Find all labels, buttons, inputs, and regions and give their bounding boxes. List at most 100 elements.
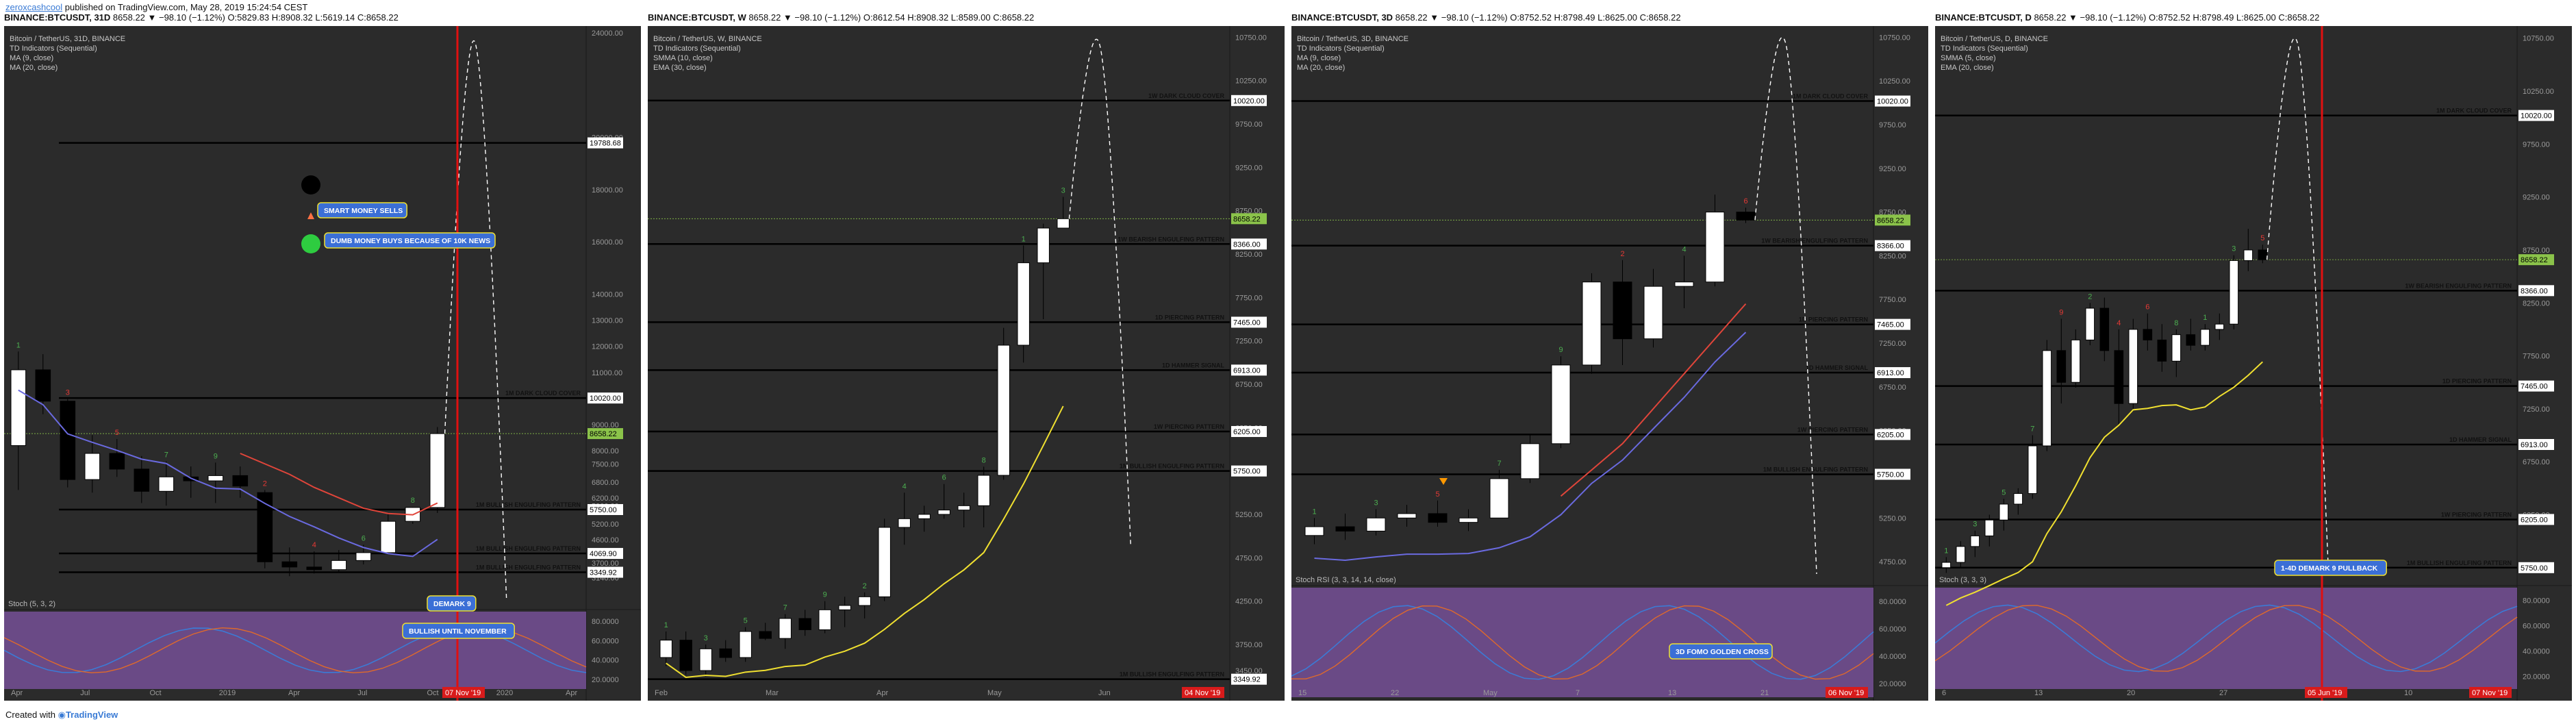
candle[interactable] [937, 484, 950, 519]
candle[interactable] [134, 455, 150, 503]
candle[interactable] [2099, 297, 2110, 362]
panel-symbol[interactable]: BINANCE:BTCUSDT, W [648, 12, 749, 23]
candle[interactable] [779, 614, 792, 649]
candle[interactable] [997, 327, 1010, 480]
candle[interactable] [1335, 513, 1355, 540]
legend-indicator[interactable]: EMA (20, close) [1941, 64, 1994, 72]
candle[interactable] [158, 461, 175, 506]
chart-svg[interactable]: 10750.0010250.009750.009250.008750.00825… [1935, 26, 2572, 701]
candle[interactable] [2085, 303, 2095, 346]
candle[interactable] [878, 518, 891, 601]
legend-indicator[interactable]: TD Indicators (Sequential) [1297, 45, 1385, 53]
candle[interactable] [380, 513, 396, 554]
candle[interactable] [2114, 329, 2124, 425]
candle[interactable] [1643, 268, 1663, 348]
legend-indicator[interactable]: TD Indicators (Sequential) [10, 45, 97, 53]
candle[interactable] [1428, 500, 1448, 527]
candle[interactable] [1613, 260, 1632, 365]
candle[interactable] [719, 640, 732, 662]
candle[interactable] [1674, 255, 1694, 308]
candle[interactable] [1956, 541, 1966, 568]
chart-panel[interactable]: 24000.0020000.0018000.0016000.0014000.00… [4, 26, 641, 701]
chart-panel[interactable]: 10750.00 10250.00 9750.00 9250.00 8750.00 825… [648, 26, 1285, 701]
candle[interactable] [1705, 195, 1725, 287]
candle[interactable] [798, 610, 811, 636]
candle[interactable] [10, 351, 27, 490]
candle[interactable] [2042, 340, 2052, 451]
candle[interactable] [1999, 499, 2009, 531]
chart-panel[interactable]: 10750.00 10250.00 9750.00 9250.00 8750.00 825… [1291, 26, 1928, 701]
legend-indicator[interactable]: TD Indicators (Sequential) [1941, 45, 2028, 53]
candle[interactable] [1366, 509, 1386, 536]
candle[interactable] [1037, 223, 1050, 319]
candle[interactable] [1397, 505, 1417, 527]
candle[interactable] [109, 439, 125, 477]
candle[interactable] [918, 505, 931, 532]
candle[interactable] [2229, 255, 2239, 329]
legend-indicator[interactable]: MA (9, close) [10, 54, 53, 62]
candle[interactable] [1520, 435, 1540, 484]
panel-symbol[interactable]: BINANCE:BTCUSDT, 31D [4, 12, 113, 23]
candle[interactable] [207, 462, 224, 503]
candle[interactable] [429, 427, 446, 513]
candle[interactable] [2071, 329, 2081, 388]
candle[interactable] [977, 466, 990, 527]
candle[interactable] [1970, 530, 1980, 558]
legend-indicator[interactable]: EMA (30, close) [653, 64, 707, 72]
candle[interactable] [281, 547, 298, 577]
candle[interactable] [1941, 557, 1952, 573]
candle[interactable] [1984, 514, 1995, 547]
candle[interactable] [2214, 313, 2225, 340]
legend-indicator[interactable]: MA (20, close) [10, 64, 58, 72]
candle[interactable] [2056, 318, 2067, 404]
candle[interactable] [659, 631, 672, 666]
legend-indicator[interactable]: SMMA (5, close) [1941, 54, 1996, 62]
author-link[interactable]: zeroxcashcool [5, 2, 63, 12]
candle[interactable] [2157, 324, 2167, 372]
chart-svg[interactable]: 10750.0010250.009750.009250.008750.00825… [648, 26, 1285, 701]
annotation-callout[interactable]: DEMARK 9 [427, 595, 477, 612]
candle[interactable] [957, 492, 970, 527]
candle[interactable] [699, 644, 712, 677]
chart-svg[interactable]: 24000.0020000.0018000.0016000.0014000.00… [4, 26, 641, 701]
legend-indicator[interactable]: MA (20, close) [1297, 64, 1345, 72]
candle[interactable] [60, 399, 76, 488]
candle[interactable] [2243, 229, 2253, 271]
candle[interactable] [1489, 470, 1509, 518]
candle[interactable] [2186, 318, 2196, 351]
annotation-callout[interactable]: BULLISH UNTIL NOVEMBER [402, 623, 515, 639]
candle[interactable] [2143, 313, 2153, 351]
candle[interactable] [2128, 318, 2138, 409]
candle[interactable] [306, 551, 323, 574]
candle[interactable] [2171, 329, 2182, 377]
candle[interactable] [84, 435, 101, 493]
chart-svg[interactable]: 10750.0010250.009750.009250.008750.00825… [1291, 26, 1928, 701]
candle[interactable] [679, 631, 692, 675]
chart-panel[interactable]: 10750.00 10250.00 9750.00 9250.00 8750.00 825… [1935, 26, 2572, 701]
candle[interactable] [2258, 245, 2268, 264]
candle[interactable] [331, 550, 347, 573]
annotation-callout[interactable]: SMART MONEY SELLS [317, 202, 407, 218]
candle[interactable] [759, 623, 772, 640]
legend-indicator[interactable]: SMMA (10, close) [653, 54, 713, 62]
candle[interactable] [2013, 488, 2023, 515]
legend-indicator[interactable]: TD Indicators (Sequential) [653, 45, 741, 53]
panel-symbol[interactable]: BINANCE:BTCUSDT, 3D [1291, 12, 1396, 23]
annotation-callout[interactable]: 3D FOMO GOLDEN CROSS [1669, 643, 1773, 660]
candle[interactable] [858, 592, 871, 618]
candle[interactable] [1582, 273, 1602, 374]
candle[interactable] [1459, 509, 1478, 531]
candle[interactable] [818, 601, 831, 634]
footer-brand[interactable]: TradingView [65, 710, 118, 720]
candle[interactable] [898, 492, 911, 545]
candle[interactable] [838, 597, 851, 627]
candle[interactable] [2200, 324, 2210, 351]
candle[interactable] [739, 627, 752, 662]
annotation-callout[interactable]: DUMB MONEY BUYS BECAUSE OF 10K NEWS [324, 232, 496, 249]
candle[interactable] [232, 466, 249, 498]
legend-indicator[interactable]: MA (9, close) [1297, 54, 1341, 62]
annotation-callout[interactable]: 1-4D DEMARK 9 PULLBACK [2274, 560, 2387, 576]
panel-symbol[interactable]: BINANCE:BTCUSDT, D [1935, 12, 2034, 23]
candle[interactable] [1057, 197, 1070, 229]
candle[interactable] [257, 490, 273, 568]
